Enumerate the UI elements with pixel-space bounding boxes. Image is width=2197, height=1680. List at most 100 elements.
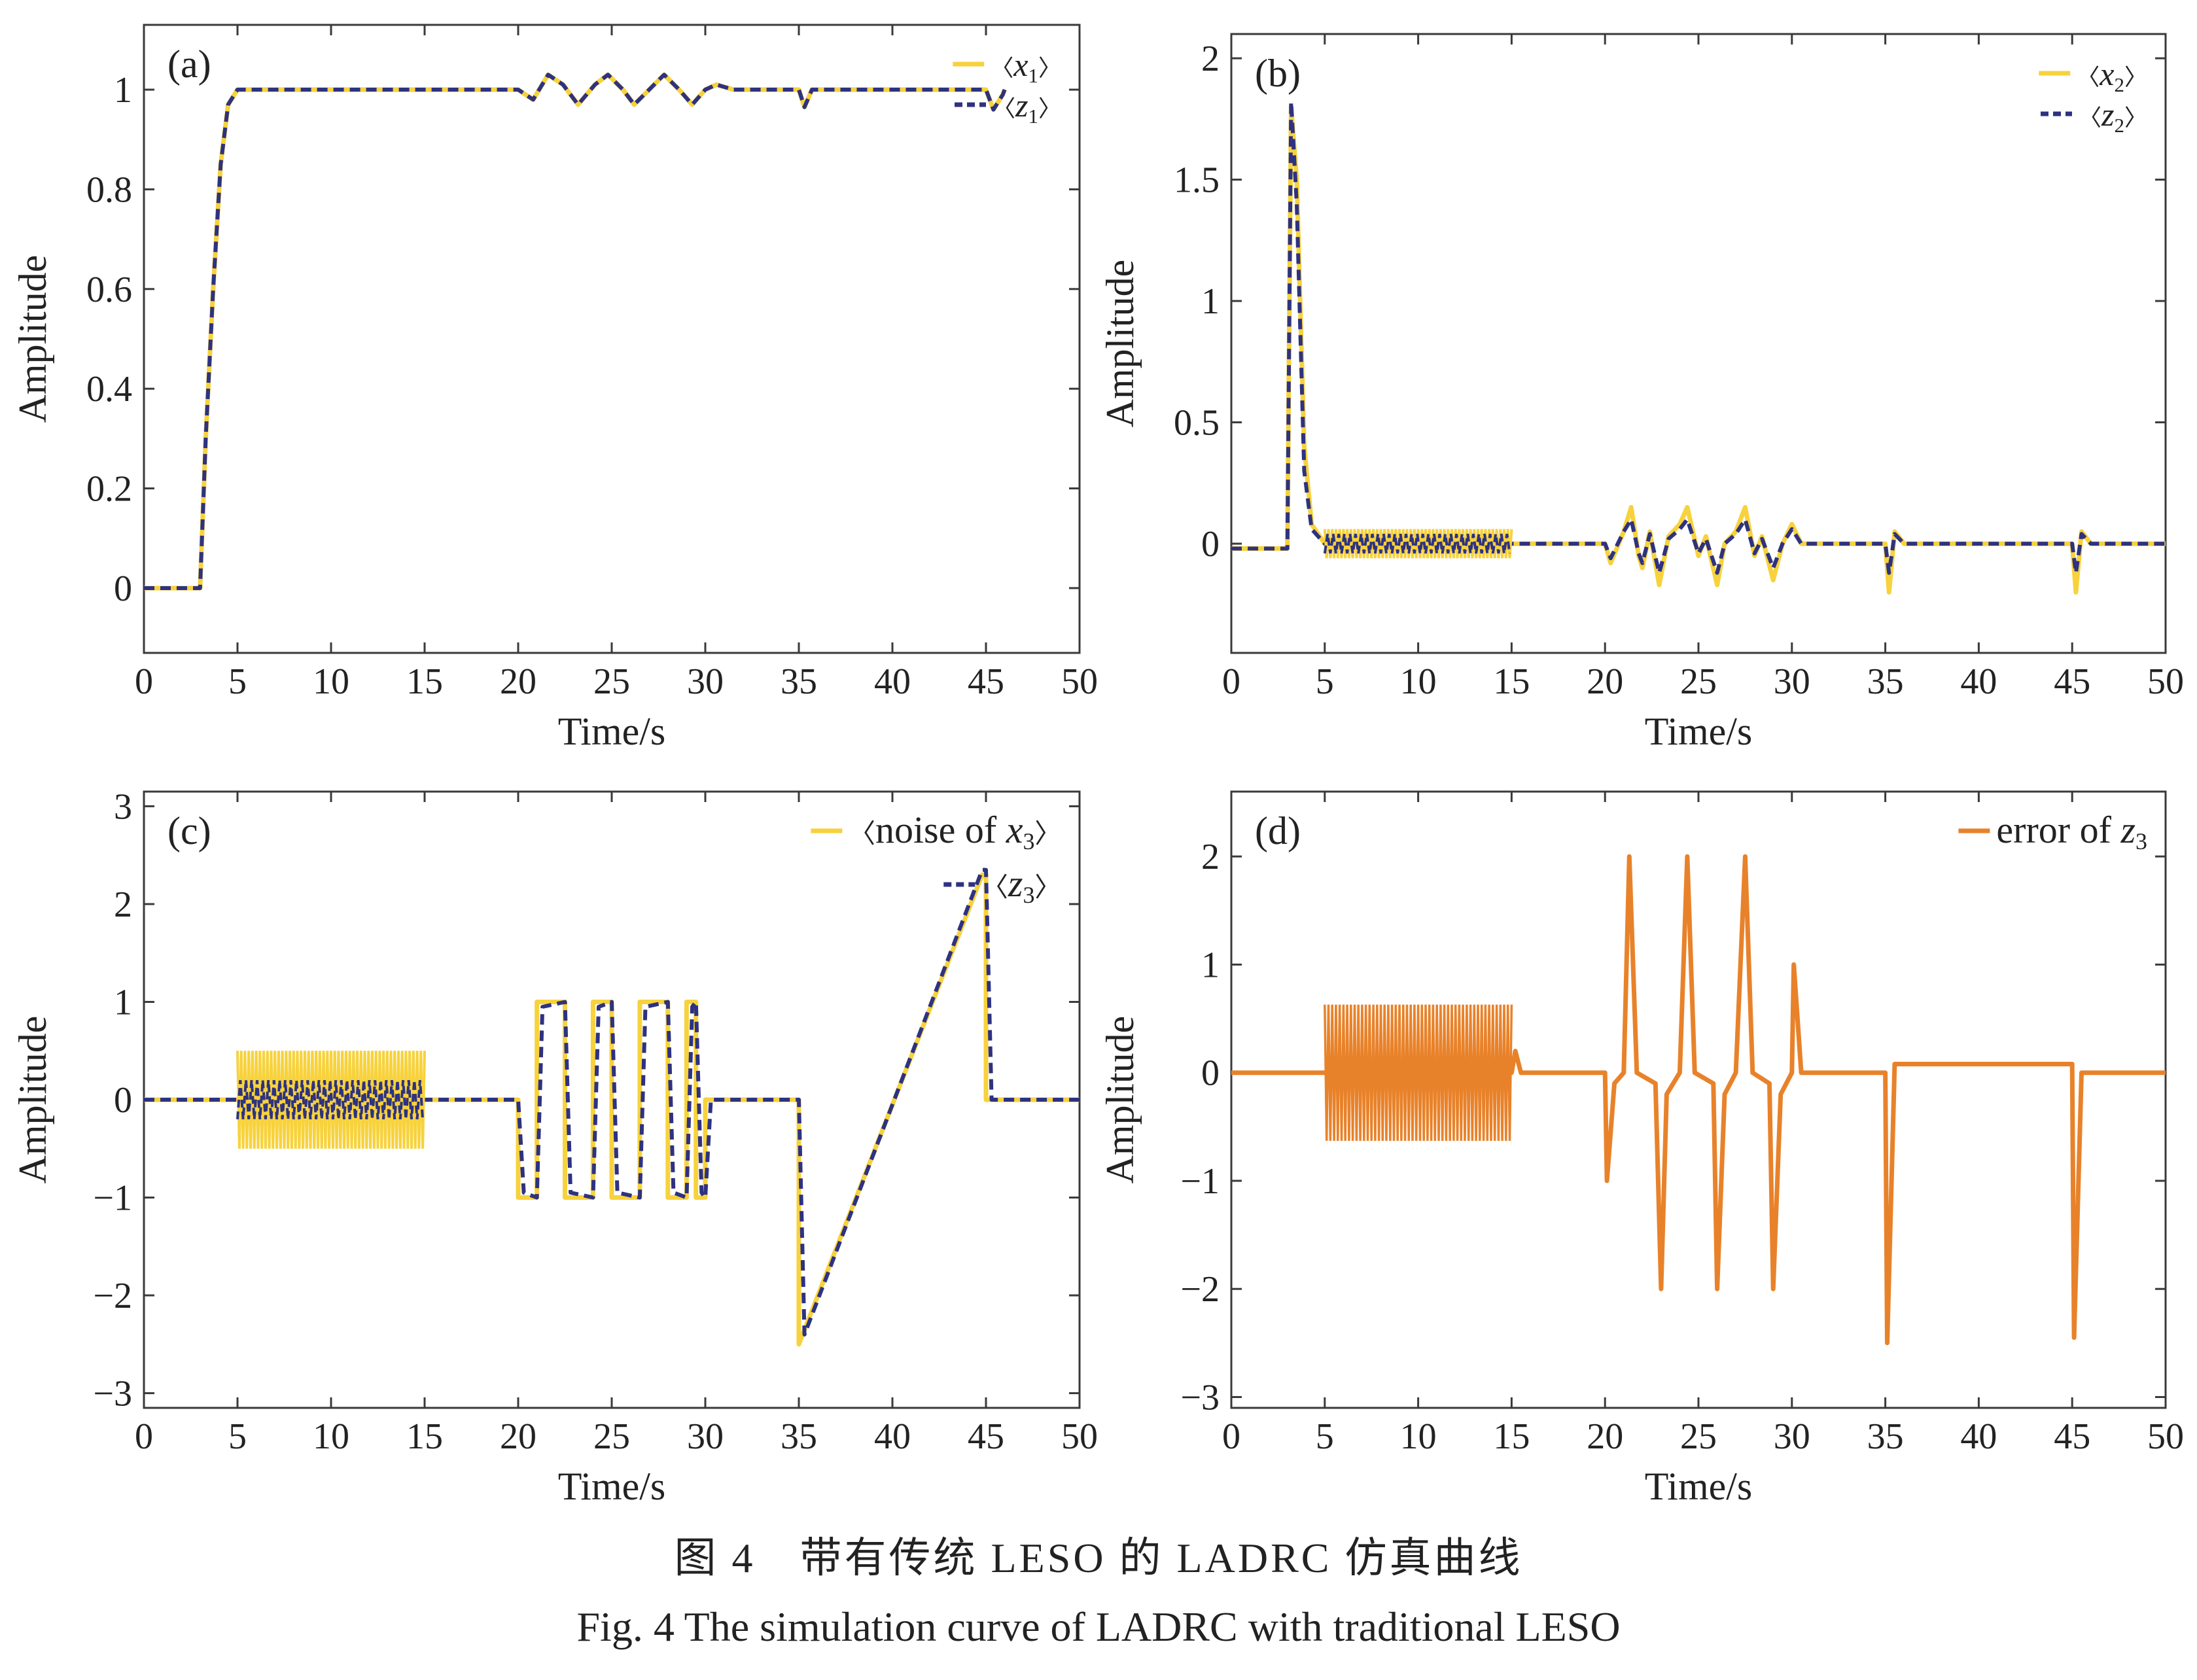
- plot-frame: [1230, 33, 2167, 654]
- x-tick-label: 45: [968, 1416, 1004, 1457]
- legend-label: 〈x1〉: [991, 46, 1061, 87]
- x-tick-label: 20: [500, 661, 536, 702]
- x-tick-label: 25: [1680, 661, 1717, 702]
- noise-burst-error: [1324, 1004, 1513, 1141]
- x-tick-label: 50: [1061, 661, 1098, 702]
- y-tick-label: −3: [93, 1374, 132, 1414]
- legend-label: 〈noise of x3〉: [849, 809, 1061, 854]
- series-line-2: [1231, 99, 2166, 575]
- y-tick-label: −1: [93, 1178, 132, 1219]
- plot-area: [1231, 854, 2166, 1346]
- y-tick-label: 1: [1201, 945, 1220, 985]
- series-line-1: [1231, 854, 2166, 1346]
- y-tick-label: 3: [114, 786, 132, 827]
- x-tick-label: 0: [1222, 1416, 1240, 1457]
- y-tick-label: 2: [114, 884, 132, 925]
- legend: 〈x2〉〈z2〉: [2039, 56, 2147, 137]
- plot-area: [144, 72, 1007, 591]
- y-tick-label: −1: [1180, 1161, 1220, 1202]
- y-axis-label: Amplitude: [1098, 260, 1142, 428]
- y-tick-label: −3: [1180, 1377, 1220, 1418]
- x-tick-label: 5: [228, 1416, 247, 1457]
- x-tick-label: 35: [1867, 1416, 1904, 1457]
- x-tick-label: 25: [593, 661, 630, 702]
- y-tick-label: −2: [93, 1276, 132, 1316]
- y-tick-label: 1: [1201, 281, 1220, 322]
- x-tick-label: 50: [1061, 1416, 1098, 1457]
- x-axis-label: Time/s: [558, 1465, 666, 1508]
- y-tick-label: 0.6: [86, 270, 132, 310]
- x-tick-label: 10: [313, 1416, 349, 1457]
- figure-caption-chinese: 图 4 带有传统 LESO 的 LADRC 仿真曲线: [674, 1535, 1523, 1581]
- legend: 〈noise of x3〉 〈z3〉: [811, 809, 1061, 908]
- x-axis-label: Time/s: [1645, 710, 1753, 753]
- chart-panel-b: 0 5 10 15 20 25 30 35 40 45 50 0 0.5 1 1.5 2 Time/s Ampli…: [1098, 33, 2184, 753]
- y-tick-label: 2: [1201, 837, 1220, 877]
- x-tick-label: 50: [2147, 661, 2184, 702]
- y-tick-label: 0.4: [86, 369, 132, 410]
- y-tick-label: 0.5: [1174, 403, 1220, 444]
- x-tick-label: 30: [687, 661, 724, 702]
- x-tick-label: 40: [874, 1416, 911, 1457]
- noise-burst-estimate: [236, 1079, 425, 1120]
- x-tick-label: 10: [313, 661, 349, 702]
- legend-label: error of z3: [1996, 809, 2147, 854]
- noise-burst-estimate: [1323, 533, 1511, 554]
- x-tick-label: 0: [135, 1416, 153, 1457]
- x-tick-label: 30: [1774, 1416, 1810, 1457]
- x-tick-label: 20: [500, 1416, 536, 1457]
- legend-label: 〈z3〉: [981, 862, 1061, 908]
- x-tick-label: 10: [1400, 661, 1437, 702]
- y-tick-label: 0: [114, 1080, 132, 1121]
- panel-label: (b): [1255, 52, 1301, 95]
- x-tick-label: 5: [1316, 1416, 1334, 1457]
- panel-label: (c): [167, 809, 211, 852]
- x-tick-label: 15: [406, 661, 443, 702]
- x-tick-label: 40: [874, 661, 911, 702]
- legend-label: 〈z1〉: [993, 87, 1061, 128]
- x-tick-label: 25: [593, 1416, 630, 1457]
- chart-panel-d: 0 5 10 15 20 25 30 35 40 45 50 −3 −2 −1 0 1 2 Time/s Ampli…: [1098, 790, 2184, 1508]
- legend: 〈x1〉〈z1〉: [953, 46, 1061, 128]
- chart-panel-a: 0 5 10 15 20 25 30 35 40 45 50 0 0.2 0.4 0.6 0.8 1 Time/s…: [11, 24, 1098, 753]
- y-tick-label: −2: [1180, 1269, 1220, 1310]
- series-line-1: [144, 72, 1007, 591]
- x-tick-label: 10: [1400, 1416, 1437, 1457]
- x-tick-label: 20: [1587, 661, 1623, 702]
- x-tick-label: 45: [2054, 661, 2090, 702]
- legend-label: 〈x2〉: [2077, 56, 2147, 96]
- x-tick-label: 15: [1493, 661, 1530, 702]
- series-line-1: [1231, 104, 2166, 595]
- x-tick-label: 40: [1960, 661, 1997, 702]
- panel-label: (a): [167, 43, 211, 86]
- x-tick-label: 30: [1774, 661, 1810, 702]
- x-tick-label: 20: [1587, 1416, 1623, 1457]
- y-tick-label: 1: [114, 982, 132, 1023]
- x-tick-label: 0: [1222, 661, 1240, 702]
- plot-frame: [143, 24, 1081, 654]
- y-tick-label: 1.5: [1174, 160, 1220, 201]
- x-tick-label: 15: [1493, 1416, 1530, 1457]
- x-tick-label: 35: [1867, 661, 1904, 702]
- x-tick-label: 30: [687, 1416, 724, 1457]
- x-tick-label: 5: [1316, 661, 1334, 702]
- y-axis-label: Amplitude: [1098, 1016, 1142, 1184]
- panel-label: (d): [1255, 809, 1301, 852]
- noise-burst-measured: [1323, 529, 1513, 559]
- x-tick-label: 35: [781, 1416, 817, 1457]
- y-tick-label: 0: [114, 569, 132, 609]
- x-tick-label: 5: [228, 661, 247, 702]
- y-axis-label: Amplitude: [11, 255, 54, 423]
- series-line-2: [144, 73, 1007, 590]
- x-tick-label: 0: [135, 661, 153, 702]
- x-tick-label: 15: [406, 1416, 443, 1457]
- x-axis-label: Time/s: [558, 710, 666, 753]
- chart-panel-c: 0 5 10 15 20 25 30 35 40 45 50 −3 −2 −1 0 1 2 3 Time/s Ampl…: [11, 786, 1098, 1508]
- x-tick-label: 40: [1960, 1416, 1997, 1457]
- figure-caption-english: Fig. 4 The simulation curve of LADRC wit…: [576, 1603, 1621, 1650]
- y-tick-label: 1: [114, 70, 132, 111]
- plot-area: [1231, 99, 2166, 595]
- x-axis-label: Time/s: [1645, 1465, 1753, 1508]
- plot-area: [144, 867, 1080, 1347]
